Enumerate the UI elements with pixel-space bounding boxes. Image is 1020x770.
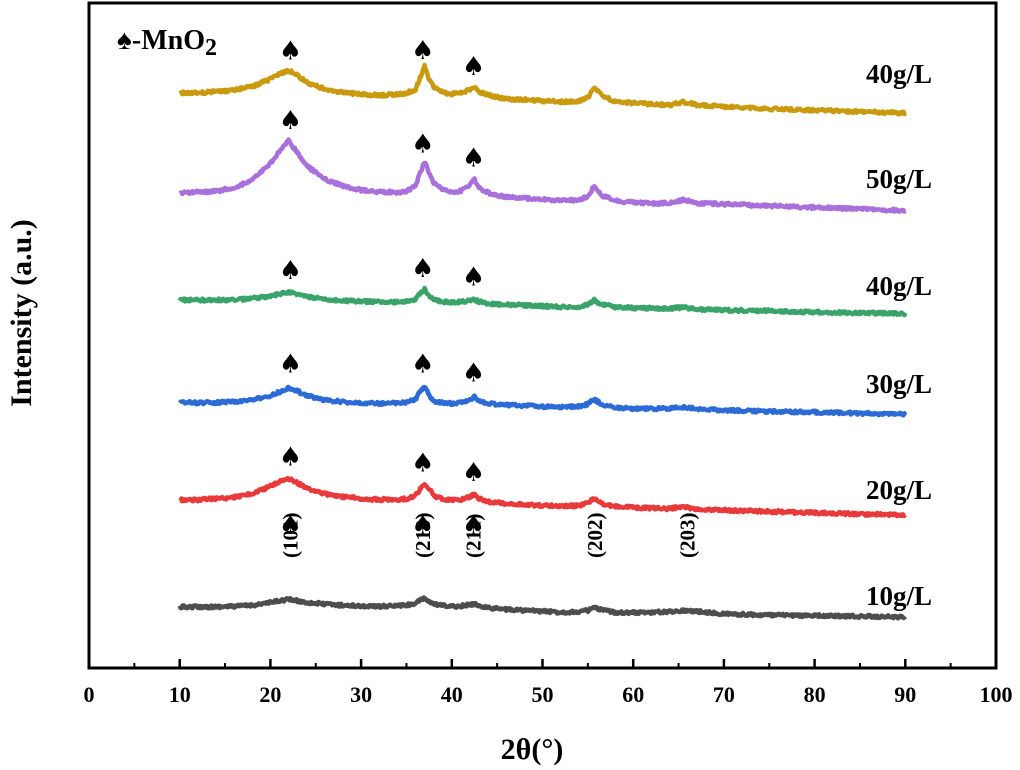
x-tick-label: 60 <box>622 682 644 707</box>
mno2-peak-marker: ♠ <box>411 129 434 159</box>
x-axis-title: 2θ(°) <box>501 733 564 766</box>
series-line-5 <box>178 137 907 214</box>
phase-legend: ♠-MnO2 <box>117 25 217 61</box>
y-axis-title: Intensity (a.u.) <box>5 219 38 407</box>
mno2-peak-marker: ♠ <box>279 443 302 473</box>
mno2-peak-marker: ♠ <box>462 144 485 174</box>
mno2-peak-marker: ♠ <box>411 36 434 66</box>
x-tick-label: 100 <box>980 682 1013 707</box>
x-tick-label: 0 <box>84 682 95 707</box>
mno2-peak-marker: ♠ <box>411 254 434 284</box>
x-tick-label: 80 <box>804 682 826 707</box>
hkl-label: (211) <box>462 514 486 558</box>
series-line-1 <box>177 595 907 621</box>
mno2-peak-marker: ♠ <box>462 511 485 541</box>
phase-legend-symbol: ♠ <box>117 25 132 56</box>
series-label-3: 30g/L <box>866 369 932 399</box>
series-label-2: 20g/L <box>866 475 932 505</box>
mno2-peak-marker: ♠ <box>462 458 485 488</box>
mno2-peak-marker: ♠ <box>462 263 485 293</box>
series-label-4: 40g/L <box>866 271 932 301</box>
x-axis: 0 10 20 30 40 50 60 70 80 90 100 <box>84 659 1013 707</box>
phase-legend-subscript: 2 <box>205 35 217 61</box>
mno2-peak-marker: ♠ <box>462 359 485 389</box>
series-line-3 <box>178 384 908 418</box>
peak-markers: (101)♠ (210)♠ (211)♠ (202) (203)♠ ♠ ♠♠ ♠ ♠♠ ♠ ♠♠♠ ♠… <box>278 36 699 558</box>
series-label-1: 10g/L <box>866 581 932 611</box>
series-line-4 <box>177 285 908 318</box>
mno2-peak-marker: ♠ <box>411 349 434 379</box>
x-tick-label: 20 <box>259 682 281 707</box>
series-label-6: 40g/L <box>866 59 932 89</box>
x-tick-label: 90 <box>894 682 916 707</box>
x-tick-label: 50 <box>532 682 554 707</box>
series-line-2 <box>178 475 907 519</box>
x-tick-label: 30 <box>350 682 372 707</box>
mno2-peak-marker: ♠ <box>279 350 302 380</box>
phase-legend-text: ♠-MnO2 <box>117 25 217 61</box>
series-line-6 <box>178 62 908 117</box>
mno2-peak-marker: ♠ <box>279 106 302 136</box>
mno2-peak-marker: ♠ <box>279 36 302 66</box>
hkl-label: (202) <box>583 513 607 559</box>
phase-legend-label: -MnO <box>132 25 205 56</box>
mno2-peak-marker: ♠ <box>279 511 302 541</box>
x-tick-label: 10 <box>169 682 191 707</box>
series-label-5: 50g/L <box>866 164 932 194</box>
x-tick-label: 70 <box>713 682 735 707</box>
x-tick-label: 40 <box>441 682 463 707</box>
hkl-label: (101) <box>278 513 302 559</box>
mno2-peak-marker: ♠ <box>411 449 434 479</box>
series-group: 10g/L 20g/L 30g/L 40g/L 50g/L 40g/L <box>177 59 932 621</box>
hkl-label: (210) <box>411 513 435 559</box>
hkl-label: (203) <box>676 513 700 559</box>
mno2-peak-marker: ♠ <box>279 256 302 286</box>
mno2-peak-marker: ♠ <box>462 52 485 82</box>
mno2-peak-marker: ♠ <box>411 511 434 541</box>
